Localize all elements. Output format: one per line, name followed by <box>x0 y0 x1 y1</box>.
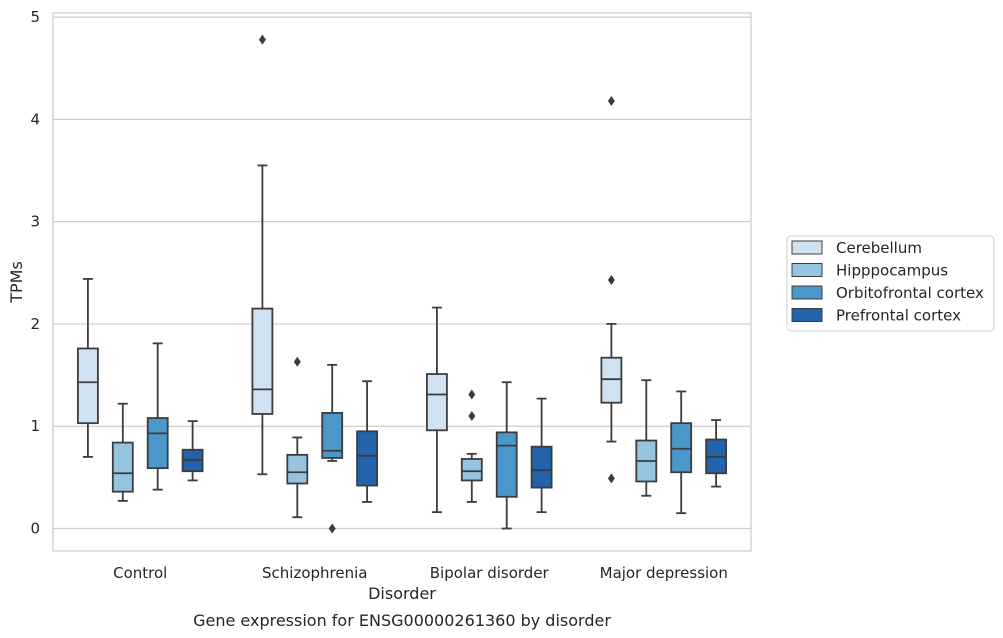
box-iqr <box>286 453 309 485</box>
box-iqr <box>600 356 623 404</box>
x-tick-label: Schizophrenia <box>262 564 367 582</box>
box-iqr <box>321 412 344 459</box>
box-orbitofrontal-cortex <box>146 342 169 491</box>
box-iqr <box>460 458 483 482</box>
box-orbitofrontal-cortex <box>670 390 693 515</box>
box-iqr <box>425 373 448 432</box>
box-hipppocampus <box>460 389 483 503</box>
box-cerebellum <box>425 306 448 514</box>
box-orbitofrontal-cortex <box>321 363 344 534</box>
x-axis-ticks: Control Schizophrenia Bipolar disorder Majo… <box>113 564 728 582</box>
legend-swatch <box>791 240 823 255</box>
y-axis-label: TPMs <box>7 261 26 304</box>
box-orbitofrontal-cortex <box>495 381 518 530</box>
legend-entry: Hipppocampus <box>836 262 948 280</box>
box-iqr <box>530 445 553 489</box>
outlier-point <box>607 473 615 484</box>
y-tick-label: 2 <box>30 315 40 333</box>
legend-swatch <box>791 308 823 322</box>
outlier-point <box>468 389 476 400</box>
outlier-point <box>258 34 266 45</box>
box-iqr <box>251 307 274 415</box>
box-iqr <box>495 431 518 498</box>
x-tick-label: Major depression <box>600 564 728 582</box>
box-prefrontal-cortex <box>181 420 204 482</box>
box-prefrontal-cortex <box>356 380 379 503</box>
outlier-point <box>468 410 476 421</box>
box-hipppocampus <box>635 379 658 497</box>
legend-entry: Prefrontal cortex <box>836 307 961 325</box>
box-prefrontal-cortex <box>530 397 553 514</box>
y-tick-label: 1 <box>30 417 40 435</box>
y-tick-label: 0 <box>30 519 40 537</box>
box-cerebellum <box>77 278 99 458</box>
x-axis-label: Disorder <box>368 584 436 603</box>
legend-frame <box>786 235 995 332</box>
legend-swatch <box>791 263 823 277</box>
box-cerebellum <box>251 34 274 476</box>
outlier-point <box>607 95 615 106</box>
y-tick-label: 4 <box>30 110 40 128</box>
legend: Cerebellum Hipppocampus Orbitofrontal cort… <box>786 235 995 332</box>
box-cerebellum <box>600 95 623 484</box>
x-tick-label: Bipolar disorder <box>430 564 550 582</box>
box-iqr <box>146 417 169 470</box>
legend-entry: Orbitofrontal cortex <box>836 284 984 302</box>
box-prefrontal-cortex <box>705 419 727 488</box>
gridlines <box>53 16 751 530</box>
box-hipppocampus <box>286 356 309 519</box>
x-tick-label: Control <box>113 564 167 582</box>
box-series <box>77 34 727 534</box>
outlier-point <box>328 523 336 534</box>
box-iqr <box>356 430 379 487</box>
outlier-point <box>293 356 301 367</box>
legend-entry: Cerebellum <box>836 239 922 257</box>
plot-background <box>52 12 752 552</box>
y-tick-label: 3 <box>30 213 40 231</box>
chart-caption: Gene expression for ENSG00000261360 by d… <box>193 611 611 630</box>
box-hipppocampus <box>111 402 134 502</box>
y-axis-ticks: 0 1 2 3 4 5 <box>30 8 40 537</box>
box-iqr <box>670 422 693 474</box>
legend-swatch <box>791 285 823 300</box>
box-iqr <box>111 441 134 493</box>
outlier-point <box>607 274 615 285</box>
box-iqr <box>77 347 99 425</box>
y-tick-label: 5 <box>30 8 40 26</box>
